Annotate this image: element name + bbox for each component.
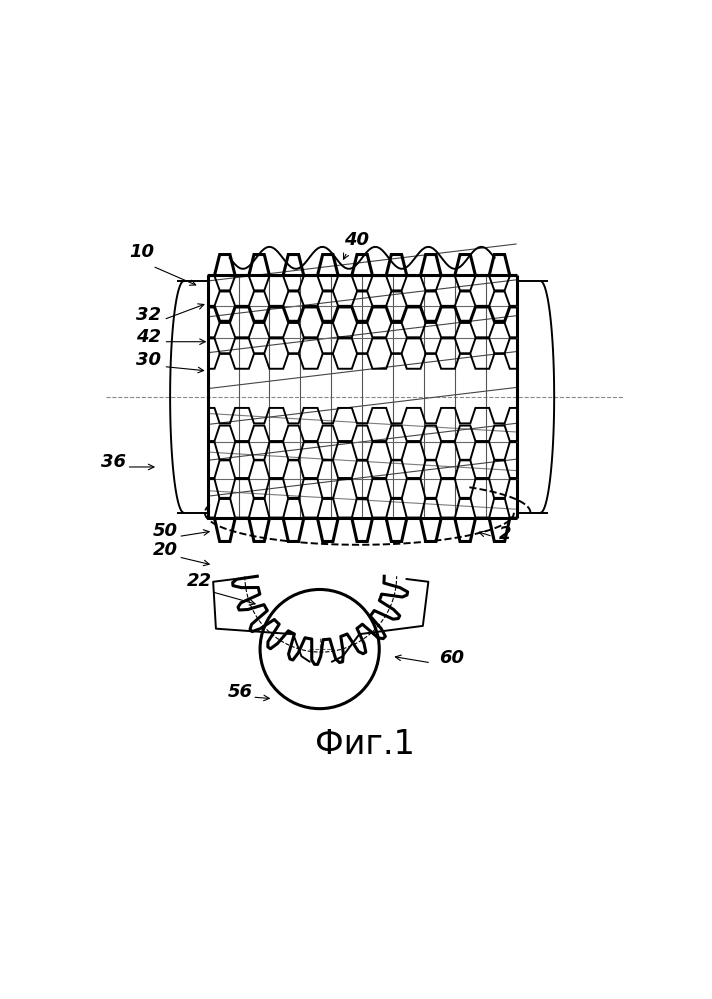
Text: 30: 30: [136, 352, 161, 370]
Text: 20: 20: [152, 541, 177, 559]
Text: 2: 2: [498, 524, 511, 542]
Text: 22: 22: [187, 572, 212, 590]
Text: 10: 10: [129, 244, 154, 262]
Text: 56: 56: [228, 682, 253, 700]
Text: 40: 40: [344, 231, 369, 249]
Text: 50: 50: [152, 522, 177, 540]
Text: 42: 42: [136, 328, 161, 346]
Text: 36: 36: [101, 453, 126, 471]
Text: 32: 32: [136, 306, 161, 324]
Text: 60: 60: [439, 649, 464, 667]
Text: Фиг.1: Фиг.1: [315, 728, 415, 761]
